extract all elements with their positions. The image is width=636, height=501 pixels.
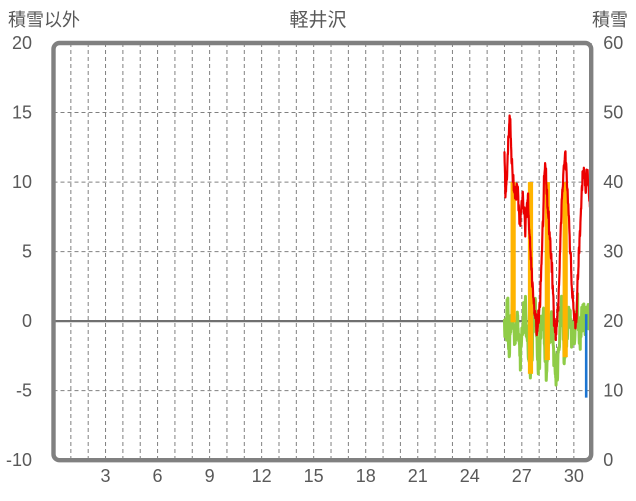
svg-text:30: 30: [564, 466, 584, 486]
svg-text:40: 40: [603, 172, 623, 192]
svg-text:15: 15: [304, 466, 324, 486]
svg-text:18: 18: [356, 466, 376, 486]
svg-text:20: 20: [12, 33, 32, 53]
svg-text:20: 20: [603, 311, 623, 331]
svg-text:24: 24: [460, 466, 480, 486]
svg-text:12: 12: [252, 466, 272, 486]
svg-text:27: 27: [512, 466, 532, 486]
svg-text:30: 30: [603, 242, 623, 262]
svg-text:15: 15: [12, 103, 32, 123]
svg-text:10: 10: [12, 172, 32, 192]
svg-text:60: 60: [603, 33, 623, 53]
svg-text:3: 3: [101, 466, 111, 486]
svg-text:9: 9: [205, 466, 215, 486]
svg-text:5: 5: [22, 242, 32, 262]
svg-text:50: 50: [603, 103, 623, 123]
svg-text:-5: -5: [16, 381, 32, 401]
svg-text:0: 0: [603, 450, 613, 470]
svg-text:-10: -10: [6, 450, 32, 470]
svg-text:0: 0: [22, 311, 32, 331]
svg-text:6: 6: [153, 466, 163, 486]
svg-text:21: 21: [408, 466, 428, 486]
svg-text:10: 10: [603, 381, 623, 401]
